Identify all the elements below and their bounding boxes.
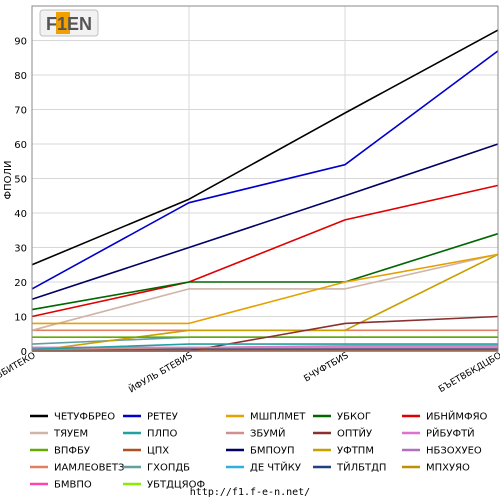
legend: ЧЕТУФБРЕО РЕТЕУ МШПЛМЕТ УБКОГ ИБНЙМФЯО ТЯУЕМ П… (30, 410, 488, 491)
series-line (31, 232, 499, 311)
source-url: http://f1.f-e-n.net/ (190, 487, 310, 498)
y-tick-label: 80 (14, 71, 27, 82)
legend-label: НБЗОХУЕО (426, 446, 482, 457)
series-line (31, 184, 499, 318)
logo: F1EN (39, 9, 99, 37)
legend-label: ТЯУЕМ (53, 429, 88, 440)
legend-label: ИАМЛЕОВЕТЗ (54, 463, 124, 474)
legend-label: ПЛПО (147, 429, 178, 440)
legend-label: ВПФБУ (54, 446, 90, 457)
series-line (31, 29, 499, 266)
legend-label: МШПЛМЕТ (250, 412, 306, 423)
legend-label: ЗБУМЙ (250, 427, 285, 440)
legend-label: МПХУЯО (426, 463, 470, 474)
y-tick-label: 70 (14, 106, 27, 117)
series-line (31, 343, 498, 351)
legend-label: УБКОГ (337, 412, 371, 423)
legend-label: ЧЕТУФБРЕО (54, 412, 115, 423)
series-line (31, 346, 498, 351)
legend-label: БМПОУП (250, 446, 295, 457)
legend-label: РЕТЕУ (147, 412, 178, 423)
logo-text: F1EN (46, 14, 92, 34)
y-tick-label: 40 (14, 209, 27, 220)
y-tick-label: 60 (14, 140, 27, 151)
plot-frame (31, 5, 499, 352)
y-axis-label: ФПОЛИ (3, 161, 14, 200)
legend-label: БМВПО (54, 480, 92, 491)
y-tick-label: 10 (14, 313, 27, 324)
legend-label: ИБНЙМФЯО (426, 410, 488, 423)
legend-label: ТЙЛБТДП (336, 461, 386, 474)
series-line (32, 344, 498, 349)
y-axis-ticks: 0 10 20 30 40 50 60 70 80 90 (14, 37, 27, 359)
y-tick-label: 30 (14, 244, 27, 255)
series-line (31, 143, 499, 301)
legend-label: УФТПМ (337, 446, 374, 457)
legend-label: ОПТЙУ (337, 427, 372, 440)
logo-accent (56, 12, 70, 34)
series-line (31, 253, 499, 352)
legend-label: РЙБУФТЙ (426, 427, 475, 440)
legend-label: УБТДЦЯОФ (147, 480, 205, 491)
y-tick-label: 50 (14, 175, 27, 186)
y-tick-label: 0 (21, 347, 27, 358)
legend-label: ДЕ ЧТЙКУ (250, 461, 301, 474)
series-line (32, 253, 499, 325)
y-tick-label: 20 (14, 278, 27, 289)
series-line (31, 253, 499, 332)
series-line (31, 50, 499, 290)
y-tick-label: 90 (14, 37, 27, 48)
legend-label: ЦПХ (147, 446, 169, 457)
legend-label: ГХОПДБ (147, 463, 190, 474)
